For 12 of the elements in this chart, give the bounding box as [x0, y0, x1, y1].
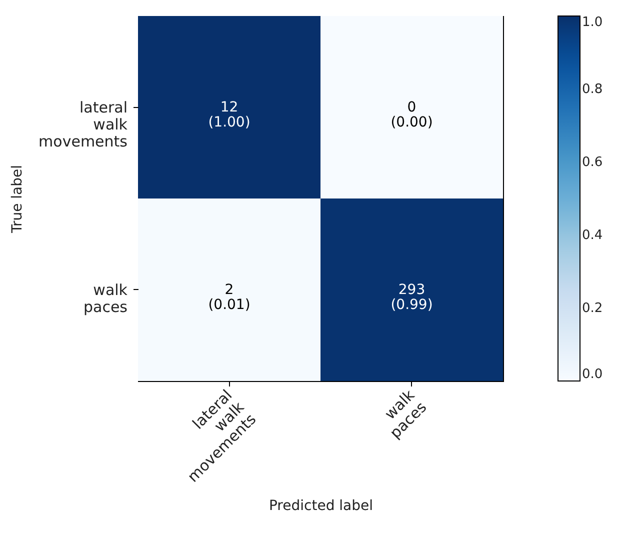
x-axis-title: Predicted label: [268, 498, 374, 514]
data-label: 12 (1.00): [208, 99, 250, 130]
color-bar-label: 0.6: [582, 155, 603, 170]
color-bar-label: 0.2: [582, 301, 603, 316]
color-bar-label: 0.8: [582, 82, 603, 97]
data-label: 293 (0.99): [390, 282, 433, 313]
data-label: 2 (0.01): [208, 282, 250, 313]
data-label: 0 (0.00): [390, 99, 433, 130]
color-bar-label: 0.0: [582, 367, 603, 382]
color-bar-label: 0.4: [582, 228, 603, 243]
y-axis-title: True label: [10, 164, 26, 234]
color-bar-label: 1.0: [582, 15, 603, 30]
